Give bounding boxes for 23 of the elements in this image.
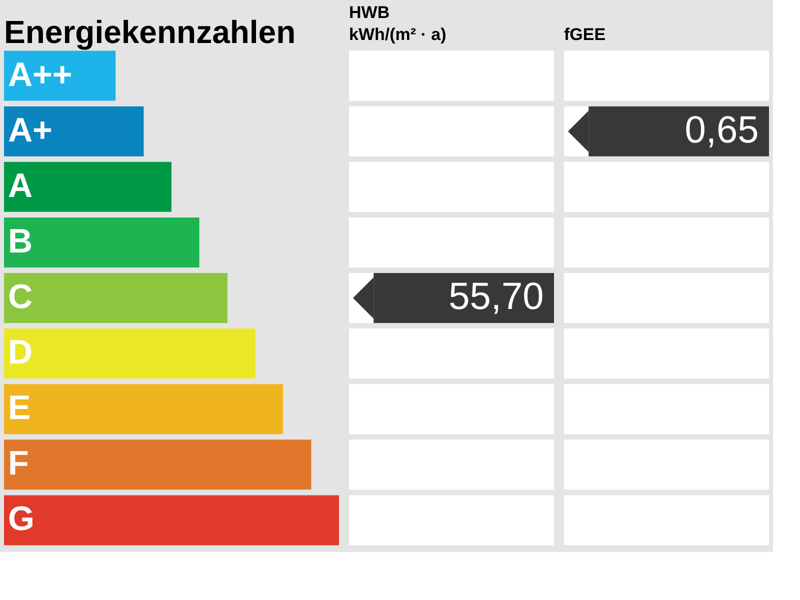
text: HWB kWh/(m² · a) (349, 3, 446, 44)
data-label: 55,70 (448, 276, 544, 318)
y-tick-label: A+ (8, 111, 52, 150)
bar (4, 50, 116, 101)
y-tick-label: D (8, 334, 33, 372)
bar (4, 328, 256, 379)
chart-title: Energiekennzahlen (4, 14, 296, 50)
y-tick-label: A (8, 166, 33, 205)
bar (4, 384, 284, 434)
text: fGEE (564, 25, 606, 44)
bar (4, 440, 312, 490)
y-tick-label: B (8, 222, 33, 260)
bar (4, 217, 200, 268)
bar (4, 273, 228, 323)
y-tick-label: A++ (8, 56, 72, 94)
y-tick-label: E (8, 389, 31, 428)
data-label: 0,65 (684, 109, 759, 152)
y-tick-label: G (8, 500, 34, 538)
y-tick-label: C (8, 278, 33, 316)
bar (4, 495, 339, 546)
bar (4, 106, 144, 156)
y-tick-label: F (8, 444, 29, 483)
bar (4, 162, 172, 212)
